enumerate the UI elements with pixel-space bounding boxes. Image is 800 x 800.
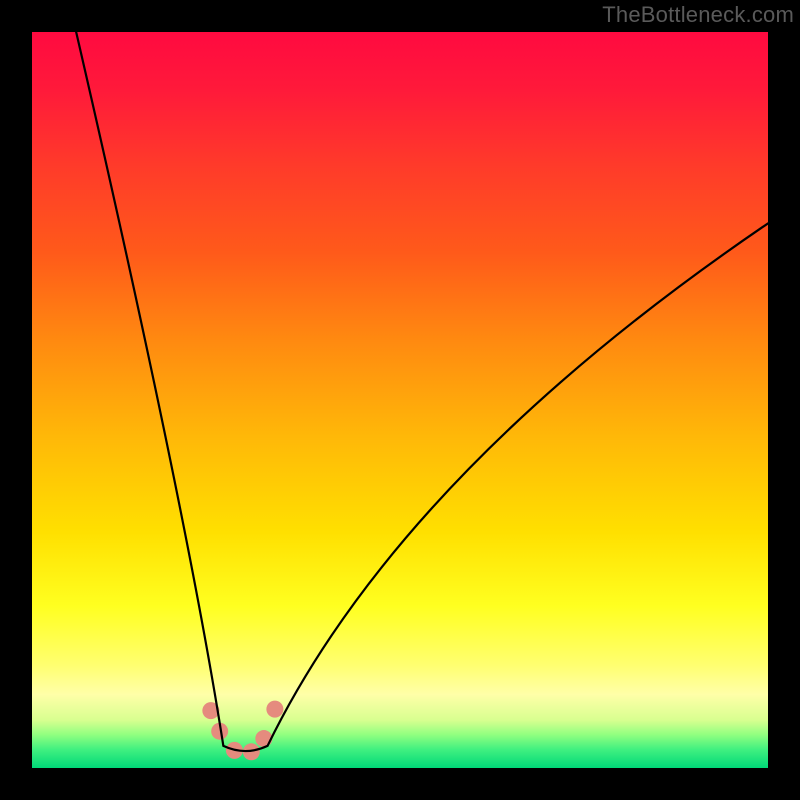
gradient-background	[32, 32, 768, 768]
chart-canvas: TheBottleneck.com	[0, 0, 800, 800]
marker-dot	[266, 701, 283, 718]
plot-svg	[32, 32, 768, 768]
watermark-text: TheBottleneck.com	[602, 2, 794, 28]
marker-dot	[255, 730, 272, 747]
plot-area	[32, 32, 768, 768]
